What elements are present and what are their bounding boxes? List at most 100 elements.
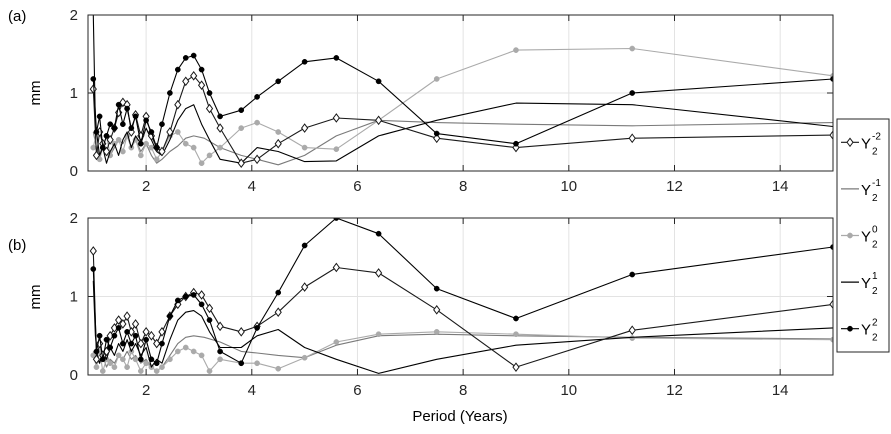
data-point-p2	[148, 129, 155, 135]
data-point-z0	[115, 136, 122, 143]
data-point-m2	[158, 326, 166, 337]
data-point-m2	[102, 146, 111, 157]
legend-sub-p2: 2	[872, 333, 878, 344]
legend-sub-m2: 2	[872, 146, 878, 157]
legend-sup-z0: 0	[872, 225, 878, 236]
data-point-z0	[333, 146, 340, 153]
data-point-m2	[332, 262, 340, 273]
data-point-z0	[375, 331, 382, 338]
legend-label-m1: Y	[861, 182, 871, 199]
data-point-p2	[115, 101, 122, 108]
legend-entry-p2: Y 2 2	[841, 318, 878, 344]
data-point-m2	[123, 311, 131, 321]
data-point-m2	[182, 76, 190, 87]
data-point-z0	[115, 352, 122, 359]
data-point-z0	[217, 144, 223, 151]
data-point-p2	[90, 76, 97, 82]
data-point-z0	[120, 148, 126, 155]
series-p2	[90, 52, 833, 151]
data-point-z0	[206, 368, 213, 374]
data-point-z0	[433, 328, 440, 335]
data-point-z0	[174, 348, 181, 355]
data-point-z0	[433, 76, 440, 82]
data-point-m2	[131, 319, 140, 329]
y-tick-label: 0	[70, 163, 78, 180]
panel-b-label: (b)	[8, 237, 26, 254]
legend-entry-m2: Y -2 2	[841, 131, 881, 157]
data-point-m2	[115, 315, 123, 325]
data-point-p2	[375, 230, 382, 237]
data-point-p2	[120, 340, 126, 347]
data-point-m2	[166, 127, 174, 137]
data-point-p2	[174, 66, 181, 73]
data-point-m2	[142, 326, 150, 337]
y-tick-label: 2	[70, 210, 78, 227]
data-point-p2	[137, 356, 144, 363]
data-point-p2	[254, 94, 260, 100]
data-point-p2	[103, 133, 110, 139]
x-tick-label: 4	[248, 382, 256, 399]
data-point-m2	[205, 303, 214, 314]
data-point-p2	[159, 340, 165, 347]
data-point-m2	[216, 123, 224, 133]
data-point-m2	[512, 362, 520, 372]
series-line-z0	[92, 331, 833, 372]
data-point-p2	[333, 218, 340, 221]
data-point-m2	[433, 305, 441, 315]
data-point-p2	[96, 113, 103, 120]
data-point-m2	[205, 103, 214, 114]
data-point-p2	[99, 356, 106, 363]
legend-sub-m1: 2	[872, 193, 878, 204]
x-tick-label: 4	[248, 178, 256, 195]
data-point-p2	[96, 332, 103, 339]
data-point-p2	[433, 130, 440, 137]
data-point-p2	[143, 117, 149, 124]
panel-b-series	[89, 218, 833, 374]
x-tick-label: 10	[560, 382, 577, 399]
data-point-m2	[174, 99, 182, 110]
data-point-m2	[92, 354, 101, 365]
data-point-m2	[301, 123, 309, 133]
panel-b-axes-box	[87, 217, 834, 376]
data-point-z0	[99, 368, 106, 374]
panel-b-ylabel: mm	[27, 285, 44, 310]
data-point-p2	[275, 78, 282, 85]
panel-a-axes-box	[87, 14, 834, 172]
data-point-p2	[153, 360, 160, 367]
data-point-m2	[190, 71, 198, 81]
data-point-p2	[167, 90, 173, 96]
data-point-p2	[159, 121, 165, 128]
legend-items: Y -22Y -12Y 02Y 12Y 22	[841, 131, 881, 344]
data-point-z0	[153, 368, 160, 374]
data-point-p2	[301, 242, 308, 249]
data-point-p2	[167, 313, 173, 319]
data-point-z0	[206, 152, 213, 159]
x-tick-label: 12	[666, 178, 683, 195]
data-point-z0	[513, 47, 519, 53]
data-point-z0	[333, 339, 340, 345]
data-point-p2	[132, 113, 139, 120]
legend-sup-m1: -1	[872, 178, 881, 189]
data-point-z0	[254, 360, 260, 367]
legend-label-p1: Y	[861, 275, 871, 292]
data-point-z0	[190, 348, 197, 355]
data-point-m2	[106, 134, 114, 145]
y-tick-label: 2	[70, 7, 78, 24]
data-point-p2	[217, 348, 223, 355]
series-line-m2	[92, 250, 833, 368]
panel-a-label: (a)	[8, 8, 26, 25]
data-point-z0	[275, 129, 282, 135]
data-point-z0	[90, 144, 97, 151]
data-point-p2	[629, 271, 636, 278]
data-point-z0	[254, 119, 260, 126]
data-point-m2	[137, 338, 145, 349]
data-point-z0	[174, 129, 181, 135]
data-point-p2	[275, 289, 282, 296]
data-point-z0	[217, 356, 223, 363]
data-point-p2	[153, 144, 160, 151]
y-tick-label: 0	[70, 367, 78, 384]
data-point-p2	[513, 315, 519, 322]
